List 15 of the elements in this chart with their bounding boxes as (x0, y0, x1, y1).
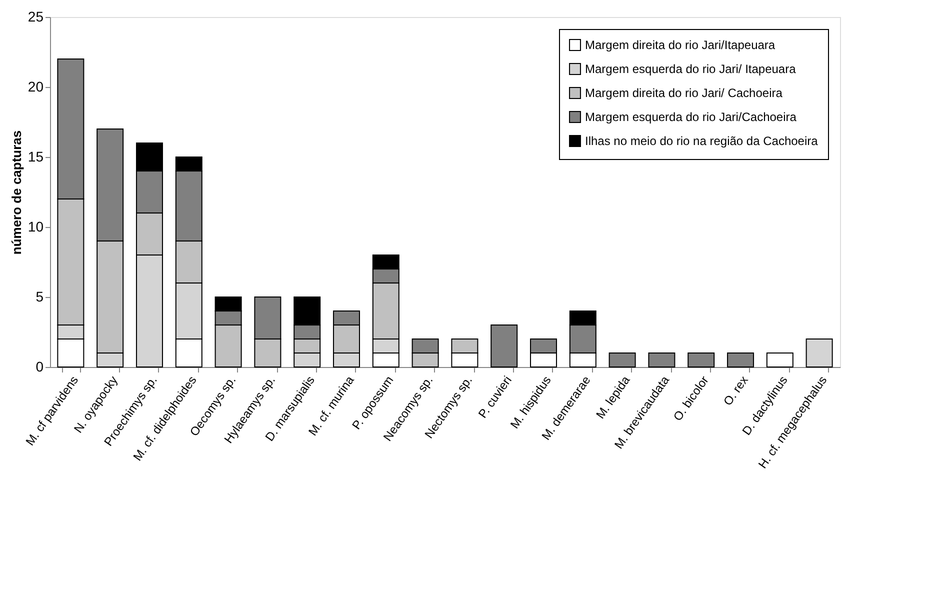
y-tick-label: 15 (28, 148, 44, 164)
legend-label: Margem direita do rio Jari/ Cachoeira (585, 86, 783, 100)
legend-label: Ilhas no meio do rio na região da Cachoeira (585, 134, 818, 148)
legend-label: Margem direita do rio Jari/Itapeuara (585, 38, 776, 52)
y-tick-label: 10 (28, 218, 44, 234)
legend-label: Margem esquerda do rio Jari/Cachoeira (585, 110, 797, 124)
y-tick-label: 5 (36, 288, 44, 304)
legend-label: Margem esquerda do rio Jari/ Itapeuara (585, 62, 796, 76)
bar (766, 352, 794, 368)
x-tick-label: O. rex (720, 373, 751, 408)
y-axis-title: número de capturas (8, 130, 24, 255)
y-tick-label: 20 (28, 78, 44, 94)
bar (806, 338, 833, 368)
y-tick-label: 25 (28, 8, 44, 24)
y-tick-label: 0 (36, 358, 44, 374)
